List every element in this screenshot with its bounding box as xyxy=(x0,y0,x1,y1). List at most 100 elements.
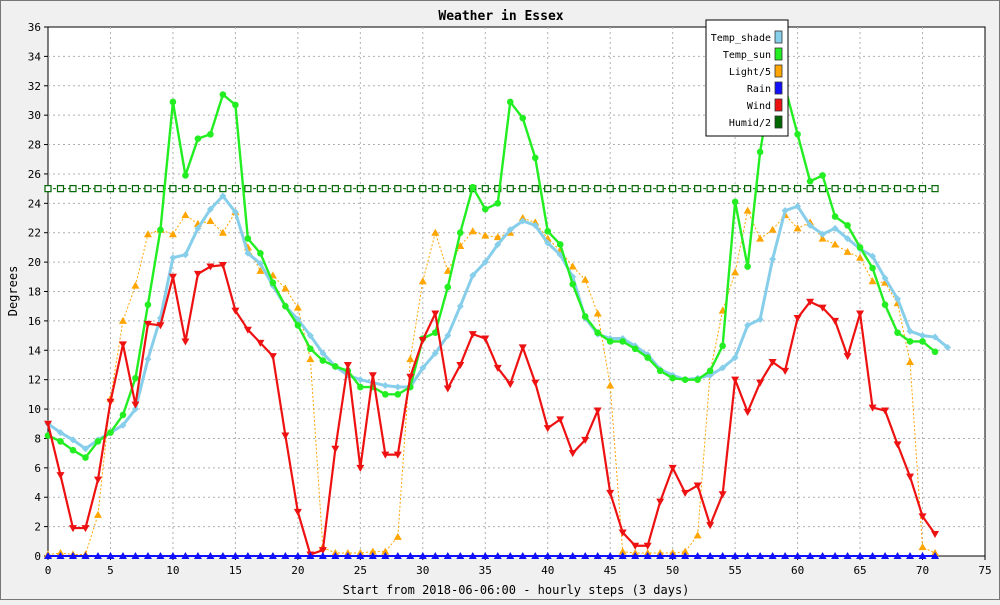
point-rain xyxy=(668,552,677,559)
point-humid-2 xyxy=(756,185,764,193)
point-light-5 xyxy=(768,225,777,233)
legend-label: Temp_shade xyxy=(711,33,771,44)
point-temp-sun xyxy=(906,338,914,345)
point-light-5 xyxy=(281,284,290,292)
point-wind xyxy=(693,482,702,490)
x-tick-label: 75 xyxy=(978,564,991,577)
point-humid-2 xyxy=(918,185,927,193)
point-humid-2 xyxy=(806,185,814,193)
point-temp-shade xyxy=(206,205,214,213)
point-rain xyxy=(531,552,540,559)
point-temp-shade xyxy=(744,321,752,329)
x-tick-label: 15 xyxy=(229,564,242,577)
point-humid-2 xyxy=(156,185,165,193)
point-humid-2 xyxy=(644,185,652,193)
x-tick-label: 55 xyxy=(729,564,742,577)
series-rain xyxy=(44,552,940,559)
point-rain xyxy=(618,552,627,559)
point-wind xyxy=(68,525,77,533)
point-humid-2 xyxy=(881,185,889,193)
point-temp-shade xyxy=(906,327,914,335)
point-wind xyxy=(731,376,740,384)
point-rain xyxy=(468,552,477,559)
point-humid-2 xyxy=(531,185,539,193)
point-humid-2 xyxy=(269,185,277,193)
point-humid-2 xyxy=(556,185,564,193)
point-wind xyxy=(143,320,152,328)
point-humid-2 xyxy=(144,185,152,193)
point-rain xyxy=(906,552,915,559)
point-rain xyxy=(56,552,65,559)
y-tick-label: 16 xyxy=(28,315,41,328)
point-temp-shade xyxy=(194,224,202,232)
x-tick-label: 50 xyxy=(666,564,679,577)
series-line-wind xyxy=(46,263,936,556)
point-temp-shade xyxy=(919,332,927,340)
point-wind xyxy=(906,473,915,481)
point-wind xyxy=(593,407,602,415)
point-rain xyxy=(93,552,102,559)
x-tick-label: 25 xyxy=(354,564,367,577)
point-rain xyxy=(231,552,240,559)
point-humid-2 xyxy=(319,185,327,193)
point-temp-sun xyxy=(794,130,801,138)
point-humid-2 xyxy=(669,185,677,193)
point-humid-2 xyxy=(194,185,202,193)
point-humid-2 xyxy=(781,185,789,193)
point-temp-sun xyxy=(631,345,639,353)
point-rain xyxy=(156,552,165,559)
point-rain xyxy=(493,552,502,559)
point-temp-sun xyxy=(157,226,164,234)
point-light-5 xyxy=(693,531,702,539)
point-rain xyxy=(693,552,702,559)
point-light-5 xyxy=(393,532,402,540)
point-rain xyxy=(106,552,115,559)
y-tick-label: 20 xyxy=(28,256,41,269)
point-temp-shade xyxy=(81,445,89,453)
point-wind xyxy=(118,341,127,349)
point-light-5 xyxy=(293,303,302,311)
point-wind xyxy=(206,263,215,271)
point-humid-2 xyxy=(169,185,177,193)
point-humid-2 xyxy=(331,185,339,193)
point-temp-shade xyxy=(356,376,364,384)
y-tick-label: 30 xyxy=(28,109,41,122)
point-wind xyxy=(631,542,640,550)
point-humid-2 xyxy=(719,185,727,193)
point-temp-sun xyxy=(57,438,64,445)
point-rain xyxy=(118,552,127,559)
point-temp-sun xyxy=(169,98,177,106)
legend-swatch xyxy=(774,98,783,112)
point-rain xyxy=(518,552,527,559)
point-light-5 xyxy=(481,231,490,239)
point-temp-sun xyxy=(744,263,751,270)
point-temp-shade xyxy=(506,226,514,234)
point-temp-sun xyxy=(881,301,889,309)
point-light-5 xyxy=(468,227,477,235)
x-tick-label: 45 xyxy=(604,564,617,577)
point-wind xyxy=(506,381,515,389)
point-rain xyxy=(606,552,615,559)
point-wind xyxy=(281,432,290,440)
legend-label: Rain xyxy=(747,84,771,95)
point-rain xyxy=(506,552,515,559)
x-tick-label: 70 xyxy=(916,564,929,577)
point-wind xyxy=(456,361,465,369)
point-temp-sun xyxy=(669,374,676,382)
point-rain xyxy=(418,552,427,559)
point-humid-2 xyxy=(544,185,552,193)
point-temp-sun xyxy=(107,429,114,436)
point-light-5 xyxy=(218,228,227,236)
point-wind xyxy=(856,310,865,318)
point-humid-2 xyxy=(394,185,402,193)
point-humid-2 xyxy=(744,185,752,193)
point-humid-2 xyxy=(44,185,52,193)
legend: Temp_shade Temp_sun Light/5 Rain Wind Humid/2 xyxy=(705,19,789,137)
y-tick-label: 2 xyxy=(34,521,41,534)
point-temp-shade xyxy=(319,349,327,357)
point-wind xyxy=(556,416,565,424)
point-humid-2 xyxy=(306,185,314,193)
x-tick-label: 30 xyxy=(416,564,429,577)
point-light-5 xyxy=(406,355,415,363)
